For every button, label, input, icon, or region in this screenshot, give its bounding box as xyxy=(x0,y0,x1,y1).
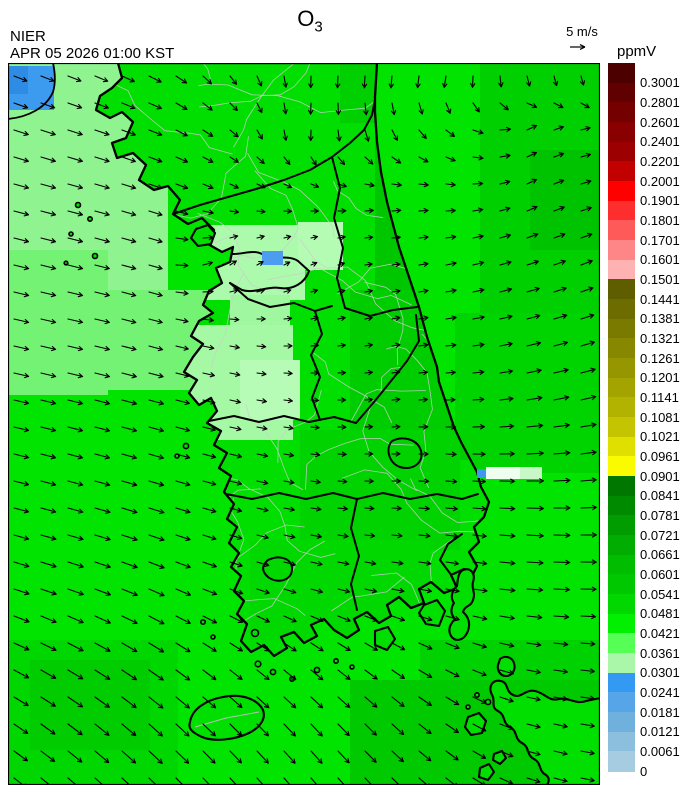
colorbar-tick: 0.0901 xyxy=(640,468,680,484)
colorbar-tick: 0.0361 xyxy=(640,645,680,661)
colorbar-tick: 0.1501 xyxy=(640,271,680,287)
wind-reference-label: 5 m/s xyxy=(566,24,598,39)
colorbar-segment xyxy=(608,299,635,320)
colorbar-tick: 0.0961 xyxy=(640,448,680,464)
datetime-label: APR 05 2026 01:00 KST xyxy=(10,45,175,62)
colorbar-tick: 0.1801 xyxy=(640,212,680,228)
colorbar-tick: 0.0481 xyxy=(640,606,680,622)
colorbar-tick: 0.1321 xyxy=(640,330,680,346)
colorbar-segment xyxy=(608,240,635,261)
colorbar-tick: 0.0781 xyxy=(640,507,680,523)
colorbar-segment xyxy=(608,456,635,477)
colorbar-tick: 0.2201 xyxy=(640,153,680,169)
colorbar-segment xyxy=(608,436,635,457)
colorbar-segment xyxy=(608,358,635,379)
colorbar-tick: 0.1261 xyxy=(640,350,680,366)
page-title: O3 xyxy=(0,6,620,35)
colorbar-segment xyxy=(608,633,635,654)
colorbar-tick: 0.0661 xyxy=(640,547,680,563)
colorbar-segment xyxy=(608,338,635,359)
wind-reference-arrow-icon xyxy=(570,44,586,50)
colorbar-tick: 0.0421 xyxy=(640,625,680,641)
colorbar-tick: 0.0061 xyxy=(640,743,680,759)
colorbar-segment xyxy=(608,515,635,536)
colorbar-segment xyxy=(608,63,635,84)
colorbar-tick: 0.1901 xyxy=(640,193,680,209)
colorbar-segment xyxy=(608,731,635,752)
colorbar-tick: 0.0301 xyxy=(640,665,680,681)
colorbar-segment xyxy=(608,712,635,733)
colorbar-tick: 0.0541 xyxy=(640,586,680,602)
colorbar-segment xyxy=(608,318,635,339)
concentration-map xyxy=(7,61,602,792)
colorbar-tick: 0.1601 xyxy=(640,252,680,268)
colorbar-segment xyxy=(608,476,635,497)
colorbar-segment xyxy=(608,220,635,241)
colorbar-tick: 0.2801 xyxy=(640,94,680,110)
colorbar-segment xyxy=(608,200,635,221)
colorbar-tick: 0.1201 xyxy=(640,370,680,386)
colorbar-segment xyxy=(608,535,635,556)
colorbar-tick: 0.0241 xyxy=(640,684,680,700)
colorbar-tick: 0.2601 xyxy=(640,114,680,130)
colorbar-segment xyxy=(608,495,635,516)
colorbar-tick: 0.0841 xyxy=(640,488,680,504)
colorbar: 0.3001 0.2801 0.2601 0.2401 0.2201 0.2001 0.19… xyxy=(608,63,680,778)
colorbar-segment xyxy=(608,279,635,300)
colorbar-segment xyxy=(608,377,635,398)
colorbar-tick: 0.0601 xyxy=(640,566,680,582)
colorbar-segment xyxy=(608,692,635,713)
colorbar-segment xyxy=(608,751,635,772)
colorbar-segment xyxy=(608,653,635,674)
colorbar-tick: 0.1021 xyxy=(640,429,680,445)
colorbar-segment xyxy=(608,397,635,418)
colorbar-segment xyxy=(608,259,635,280)
colorbar-tick: 0 xyxy=(640,763,648,779)
colorbar-tick: 0.1381 xyxy=(640,311,680,327)
colorbar-tick: 0.2001 xyxy=(640,173,680,189)
colorbar-segment xyxy=(608,181,635,202)
colorbar-segment xyxy=(608,141,635,162)
colorbar-segment xyxy=(608,102,635,123)
colorbar-segment xyxy=(608,574,635,595)
colorbar-segment xyxy=(608,82,635,103)
colorbar-tick: 0.1441 xyxy=(640,291,680,307)
species-subscript: 3 xyxy=(314,18,323,36)
species-symbol: O xyxy=(297,6,315,31)
colorbar-tick: 0.0721 xyxy=(640,527,680,543)
colorbar-segment xyxy=(608,417,635,438)
colorbar-tick: 0.0181 xyxy=(640,704,680,720)
wind-vector-arrows xyxy=(13,75,597,792)
agency-label: NIER xyxy=(10,28,46,45)
map-svg xyxy=(7,61,602,792)
colorbar-unit-label: ppmV xyxy=(617,43,657,60)
colorbar-tick: 0.1701 xyxy=(640,232,680,248)
colorbar-segment xyxy=(608,554,635,575)
colorbar-tick: 0.2401 xyxy=(640,134,680,150)
colorbar-segment xyxy=(608,161,635,182)
colorbar-tick: 0.1081 xyxy=(640,409,680,425)
colorbar-tick: 0.1141 xyxy=(640,389,679,405)
colorbar-segment xyxy=(608,122,635,143)
colorbar-segment xyxy=(608,672,635,693)
colorbar-tick: 0.3001 xyxy=(640,75,680,91)
colorbar-segment xyxy=(608,594,635,615)
colorbar-segment xyxy=(608,613,635,634)
colorbar-tick: 0.0121 xyxy=(640,724,680,740)
